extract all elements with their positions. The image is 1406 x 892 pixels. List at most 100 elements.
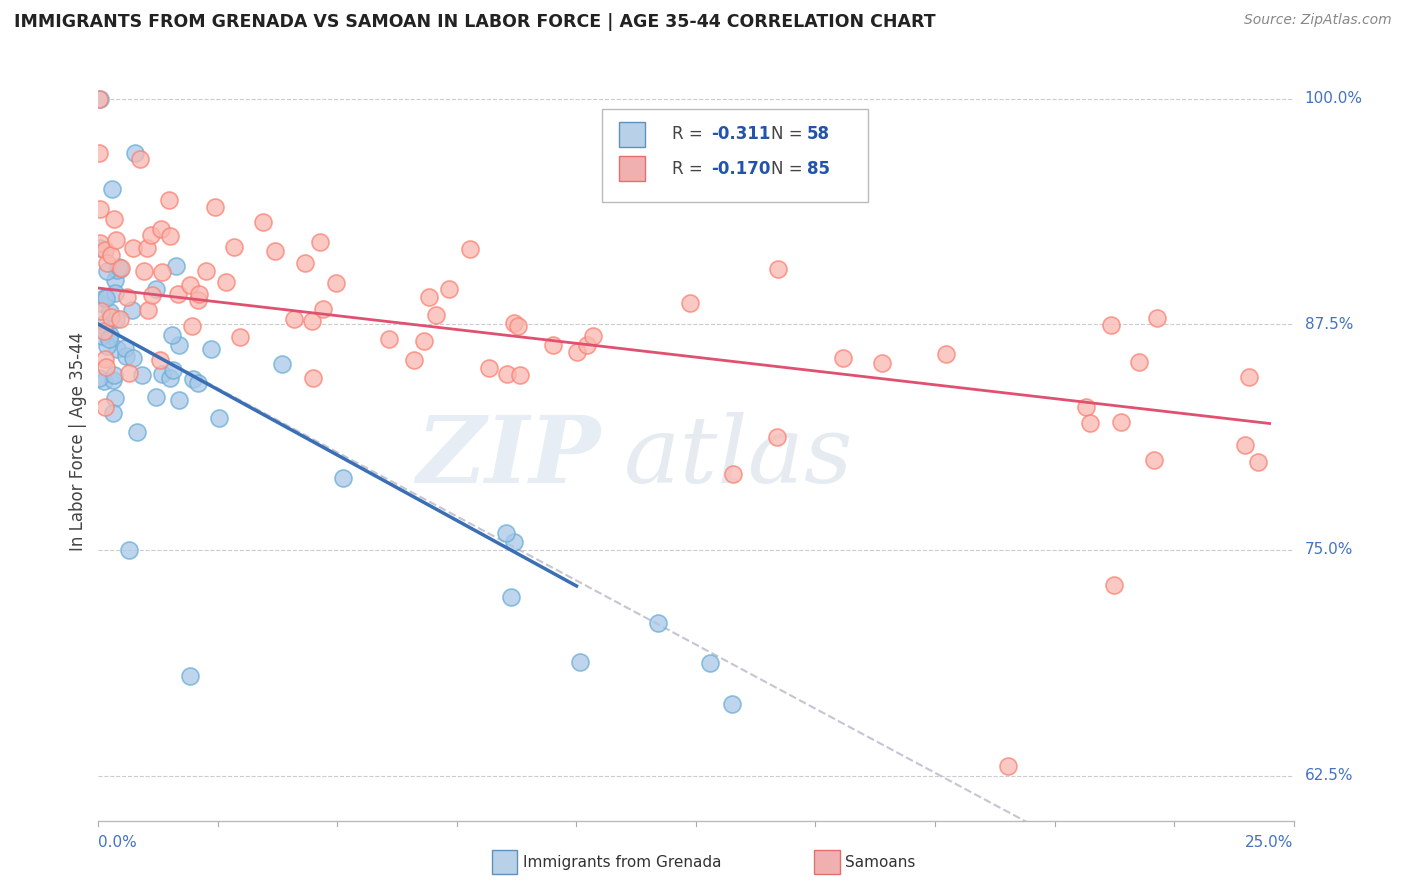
Point [103, 368, 125, 382]
Text: -0.311: -0.311 [711, 126, 770, 144]
Point [325, 277, 347, 291]
Point [723, 467, 745, 481]
Point [1143, 453, 1166, 467]
Point [935, 347, 957, 361]
Text: ZIP: ZIP [416, 412, 600, 501]
Point [200, 342, 222, 356]
Point [93, 291, 115, 305]
Point [312, 302, 335, 317]
Point [508, 318, 530, 333]
Point [509, 368, 531, 383]
Point [90, 328, 112, 343]
Point [114, 349, 136, 363]
Point [541, 338, 564, 352]
Text: 58: 58 [807, 126, 830, 144]
Point [107, 263, 129, 277]
Point [145, 282, 167, 296]
Point [103, 406, 125, 420]
Point [124, 145, 146, 160]
Point [96, 264, 118, 278]
Point [160, 328, 183, 343]
Point [768, 261, 790, 276]
Point [567, 345, 589, 359]
Point [90, 304, 112, 318]
Point [699, 657, 721, 671]
Point [188, 287, 211, 301]
Point [1239, 370, 1261, 384]
Point [647, 616, 669, 631]
Point [309, 235, 332, 249]
Point [302, 370, 325, 384]
Text: 25.0%: 25.0% [1246, 835, 1294, 850]
Point [870, 356, 893, 370]
Point [93, 316, 115, 330]
Point [96, 339, 118, 353]
Point [150, 265, 173, 279]
Text: R =: R = [672, 126, 709, 144]
Point [1074, 400, 1097, 414]
Point [283, 311, 305, 326]
Point [101, 373, 124, 387]
Point [101, 182, 124, 196]
Point [458, 242, 481, 256]
Point [114, 341, 136, 355]
Point [87, 371, 110, 385]
Point [215, 275, 238, 289]
Text: Immigrants from Grenada: Immigrants from Grenada [523, 855, 721, 870]
Point [183, 371, 205, 385]
Point [89, 91, 111, 105]
Point [1099, 318, 1122, 333]
Point [139, 227, 162, 242]
Point [94, 326, 117, 340]
Point [204, 201, 226, 215]
Text: 0.0%: 0.0% [98, 835, 138, 850]
Point [107, 260, 129, 274]
Point [167, 338, 190, 352]
Point [131, 368, 153, 383]
Point [150, 222, 173, 236]
Point [127, 425, 149, 440]
Point [1246, 455, 1268, 469]
Point [121, 302, 143, 317]
Point [159, 228, 181, 243]
Point [167, 393, 190, 408]
Point [208, 411, 231, 425]
Point [89, 202, 111, 217]
Point [377, 332, 399, 346]
Point [402, 353, 425, 368]
Point [1078, 416, 1101, 430]
Point [104, 273, 127, 287]
Point [187, 293, 209, 307]
Point [94, 291, 117, 305]
FancyBboxPatch shape [814, 850, 839, 874]
Y-axis label: In Labor Force | Age 35-44: In Labor Force | Age 35-44 [69, 332, 87, 551]
Point [502, 535, 524, 549]
Text: Samoans: Samoans [845, 855, 915, 870]
FancyBboxPatch shape [492, 850, 517, 874]
Point [94, 352, 117, 367]
Point [332, 471, 354, 485]
Point [437, 281, 460, 295]
Point [89, 295, 111, 310]
Point [94, 400, 117, 414]
Point [582, 328, 605, 343]
Point [132, 264, 155, 278]
Point [145, 390, 167, 404]
Point [478, 360, 501, 375]
Text: IMMIGRANTS FROM GRENADA VS SAMOAN IN LABOR FORCE | AGE 35-44 CORRELATION CHART: IMMIGRANTS FROM GRENADA VS SAMOAN IN LAB… [14, 13, 935, 31]
Point [263, 244, 285, 259]
Point [165, 259, 187, 273]
Point [108, 311, 131, 326]
Text: R =: R = [672, 160, 709, 178]
Text: 62.5%: 62.5% [1305, 768, 1353, 783]
Point [89, 241, 111, 255]
Point [136, 241, 159, 255]
Point [679, 295, 702, 310]
Point [87, 91, 110, 105]
Point [100, 248, 122, 262]
Point [98, 305, 121, 319]
Point [136, 303, 159, 318]
Point [252, 215, 274, 229]
Point [104, 233, 127, 247]
Point [98, 328, 121, 343]
